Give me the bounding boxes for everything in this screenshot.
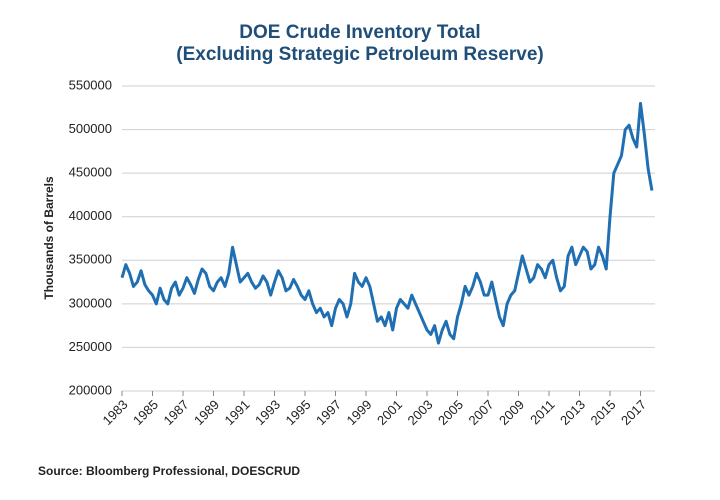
x-tick-label: 2017: [618, 397, 649, 428]
x-tick-label: 2005: [435, 397, 466, 428]
x-tick-label: 1987: [160, 397, 191, 428]
x-tick-label: 2003: [405, 397, 436, 428]
x-tick-label: 2009: [496, 397, 527, 428]
x-tick-label: 1991: [221, 397, 252, 428]
x-tick-label: 2011: [527, 397, 557, 427]
x-tick-label: 2015: [588, 397, 619, 428]
x-tick-label: 1989: [191, 397, 222, 428]
x-tick-label: 1999: [344, 397, 375, 428]
x-tick-label: 1985: [130, 397, 161, 428]
y-axis-label: Thousands of Barrels: [42, 176, 56, 300]
y-tick-label: 450000: [69, 165, 112, 180]
x-tick-label: 2013: [557, 397, 588, 428]
chart-title: DOE Crude Inventory Total: [239, 22, 480, 43]
x-tick-label: 1997: [313, 397, 344, 428]
y-tick-label: 400000: [69, 208, 112, 223]
x-tick-label: 2007: [466, 397, 497, 428]
y-tick-label: 250000: [69, 339, 112, 354]
y-tick-label: 500000: [69, 121, 112, 136]
y-tick-label: 350000: [69, 252, 112, 267]
x-tick-label: 1995: [282, 397, 313, 428]
y-tick-label: 550000: [69, 77, 112, 92]
x-tick-label: 2001: [374, 397, 405, 428]
x-tick-label: 1993: [252, 397, 283, 428]
y-tick-label: 300000: [69, 295, 112, 310]
chart-subtitle: (Excluding Strategic Petroleum Reserve): [176, 44, 543, 65]
y-tick-label: 200000: [69, 382, 112, 397]
data-line: [120, 101, 654, 345]
source-note: Source: Bloomberg Professional, DOESCRUD: [38, 464, 300, 478]
x-tick-label: 1983: [99, 397, 130, 428]
